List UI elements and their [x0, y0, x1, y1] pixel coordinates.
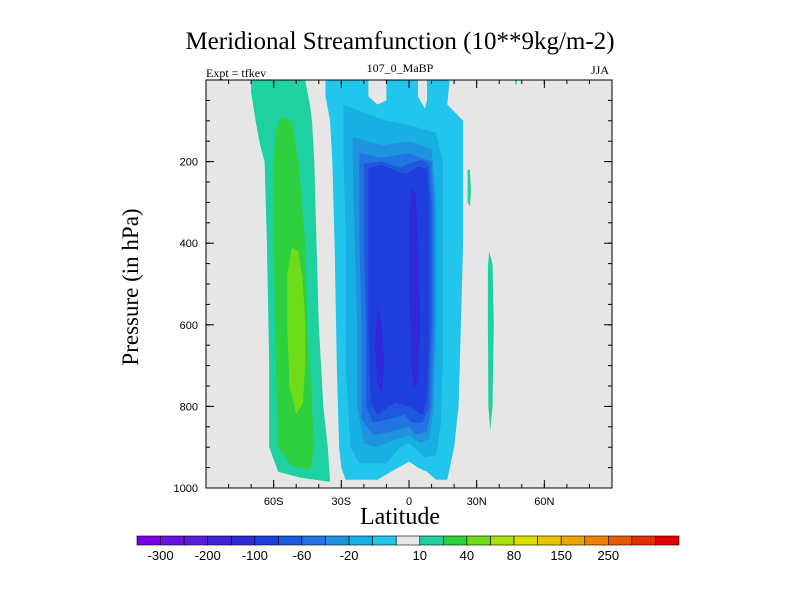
season-label: JJA: [591, 63, 610, 77]
colorbar-label: -60: [293, 548, 312, 563]
colorbar-swatch: [372, 535, 397, 546]
colorbar-swatch: [560, 535, 586, 546]
colorbar-swatch: [608, 535, 633, 546]
colorbar-swatch: [325, 535, 350, 546]
colorbar-swatch: [419, 535, 444, 546]
colorbar-swatch: [466, 535, 491, 546]
colorbar-swatch: [136, 535, 161, 546]
y-tick-label: 400: [180, 238, 198, 250]
colorbar-swatch: [443, 535, 468, 546]
contour-region-4: [515, 80, 518, 85]
colorbar-swatch: [584, 535, 609, 546]
y-tick-label: 600: [180, 320, 198, 332]
chart-title: Meridional Streamfunction (10**9kg/m-2): [185, 28, 615, 55]
x-tick-label: 30S: [332, 496, 352, 508]
colorbar-label: 250: [597, 548, 619, 563]
colorbar: -300 -200 -100 -60 -20 10 40 80 150 250: [136, 535, 680, 563]
contour-region-13: [409, 186, 421, 391]
colorbar-swatch: [254, 535, 279, 546]
period-label: 107_0_MaBP: [366, 61, 434, 75]
colorbar-label: -200: [195, 548, 221, 563]
y-tick-label: 800: [180, 401, 198, 413]
colorbar-swatch: [631, 535, 656, 546]
colorbar-label: -20: [340, 548, 359, 563]
colorbar-swatch: [301, 535, 326, 546]
colorbar-swatch: [348, 535, 373, 546]
colorbar-swatch: [395, 535, 421, 546]
colorbar-swatch: [278, 535, 303, 546]
colorbar-label: 40: [460, 548, 474, 563]
y-tick-label: 200: [180, 157, 198, 169]
axis-ticks: 60S 30S 0 30N 60N 200 400 600 800 1000: [174, 80, 613, 508]
colorbar-label: 150: [550, 548, 572, 563]
contour-region-2: [287, 247, 306, 415]
colorbar-swatch: [183, 535, 208, 546]
colorbar-swatch: [513, 535, 538, 546]
x-tick-label: 0: [406, 496, 412, 508]
x-tick-label: 60N: [534, 496, 554, 508]
x-axis-label: Latitude: [360, 504, 440, 530]
colorbar-swatch: [230, 535, 256, 546]
colorbar-label: -300: [148, 548, 174, 563]
x-tick-label: 60S: [264, 496, 284, 508]
contour-region-5: [487, 251, 494, 431]
colorbar-label: -100: [242, 548, 268, 563]
y-tick-label: 1000: [174, 483, 198, 495]
colorbar-label: 80: [507, 548, 521, 563]
experiment-label: Expt = tfkev: [206, 66, 267, 80]
colorbar-swatch: [655, 535, 680, 546]
colorbar-swatch: [537, 535, 562, 546]
contour-region-3: [467, 169, 471, 207]
colorbar-swatch: [160, 535, 185, 546]
colorbar-swatch: [490, 535, 515, 546]
colorbar-label: 10: [413, 548, 427, 563]
contour-regions: [251, 80, 518, 482]
x-tick-label: 30N: [467, 496, 487, 508]
colorbar-swatch: [207, 535, 232, 546]
contour-region-12: [375, 304, 385, 395]
